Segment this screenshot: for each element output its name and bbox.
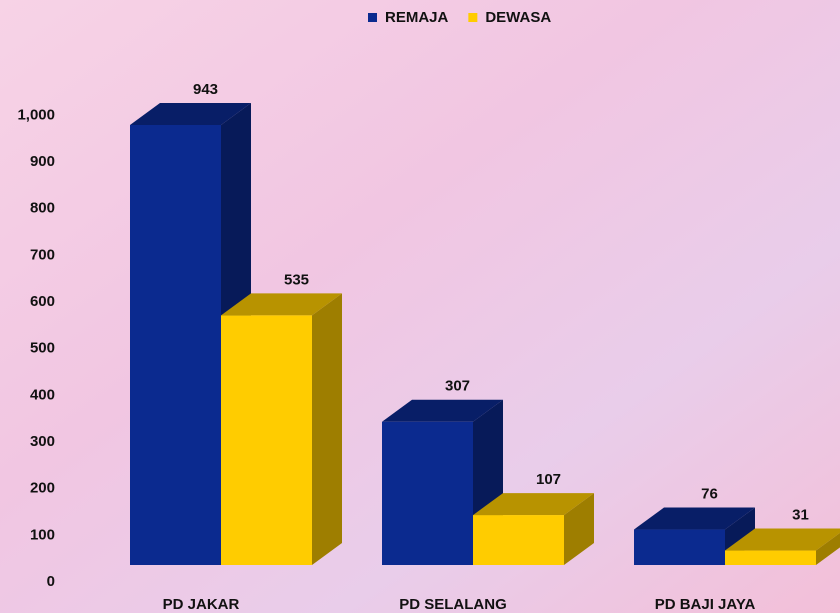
- value-label: 307: [445, 378, 470, 395]
- value-label: 943: [193, 81, 218, 98]
- bar-front: [382, 422, 473, 565]
- y-tick-label: 900: [30, 153, 55, 170]
- legend-swatch: [368, 13, 377, 22]
- y-tick-label: 200: [30, 480, 55, 497]
- bar: [221, 293, 342, 565]
- y-tick-label: 700: [30, 246, 55, 263]
- y-tick-label: 800: [30, 200, 55, 217]
- value-label: 76: [701, 486, 718, 503]
- x-tick-label: PD BAJI JAYA: [655, 596, 756, 613]
- y-tick-label: 500: [30, 340, 55, 357]
- bar: [473, 493, 594, 565]
- bar-front: [634, 530, 725, 565]
- chart: REMAJA DEWASA 0 100 200 300 400 500 600 700 800 90…: [0, 0, 840, 613]
- bar-front: [221, 315, 312, 565]
- y-tick-label: 1,000: [17, 106, 55, 123]
- y-tick-label: 100: [30, 526, 55, 543]
- legend-label: DEWASA: [485, 9, 551, 26]
- legend-label: REMAJA: [385, 9, 449, 26]
- y-tick-label: 300: [30, 433, 55, 450]
- y-tick-label: 600: [30, 293, 55, 310]
- bar-front: [725, 551, 816, 565]
- y-tick-label: 0: [47, 573, 55, 590]
- bar-front: [130, 125, 221, 565]
- x-tick-label: PD SELALANG: [399, 596, 507, 613]
- y-tick-label: 400: [30, 386, 55, 403]
- bar-front: [473, 515, 564, 565]
- value-label: 107: [536, 471, 561, 488]
- x-tick-label: PD JAKAR: [163, 596, 240, 613]
- bar-side: [312, 293, 342, 565]
- value-label: 31: [792, 507, 809, 524]
- page: {"chart_data": {"type": "bar3d", "catego…: [0, 0, 840, 613]
- value-label: 535: [284, 271, 309, 288]
- legend-swatch: [468, 13, 477, 22]
